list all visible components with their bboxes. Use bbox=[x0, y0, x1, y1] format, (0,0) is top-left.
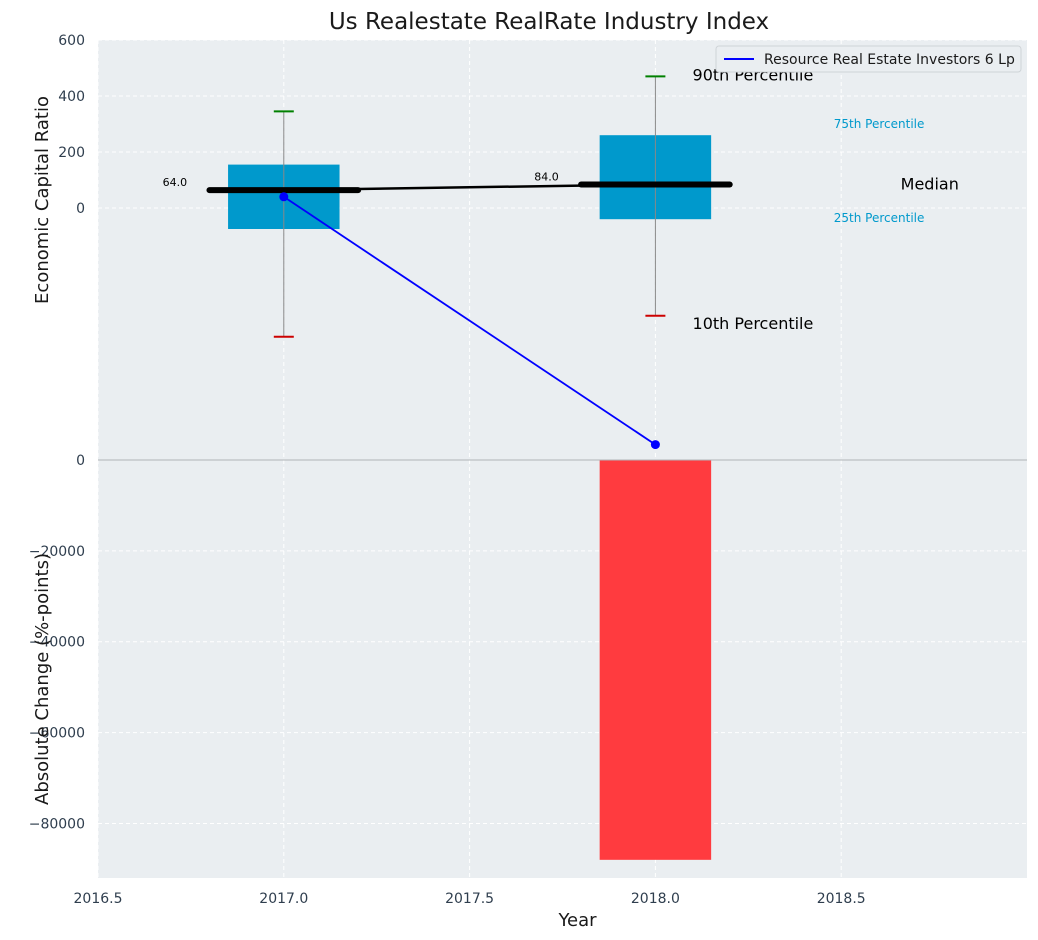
legend-label: Resource Real Estate Investors 6 Lp bbox=[764, 52, 1015, 68]
series-point bbox=[650, 440, 660, 450]
legend-box bbox=[715, 45, 1022, 73]
x-axis-label: Year bbox=[557, 910, 597, 931]
x-tick-label: 2017.0 bbox=[259, 891, 308, 907]
x-tick-label: 2018.5 bbox=[817, 891, 866, 907]
median-annotation: Median bbox=[901, 174, 959, 193]
bottom-gridlines bbox=[97, 460, 1027, 878]
bottom-y-tick-label: −20000 bbox=[29, 544, 85, 560]
top-y-axis-label: Economic Capital Ratio bbox=[32, 96, 53, 304]
bottom-y-tick-labels: 0 −20000 −40000 −60000 −80000 bbox=[29, 453, 85, 832]
p10-annotation: 10th Percentile bbox=[693, 314, 814, 333]
top-y-tick-label: 400 bbox=[58, 89, 85, 105]
top-plot-background bbox=[98, 40, 1027, 460]
median-trend-line bbox=[283, 183, 656, 192]
bottom-y-tick-label: −80000 bbox=[29, 816, 85, 832]
x-tick-label: 2018.0 bbox=[631, 891, 680, 907]
series-polyline bbox=[283, 196, 656, 446]
bar-group bbox=[98, 459, 1027, 860]
chart-title: Us Realestate RealRate Industry Index bbox=[329, 9, 769, 35]
top-y-tick-label: 600 bbox=[58, 33, 85, 49]
median-value-label: 64.0 bbox=[163, 176, 188, 189]
bottom-y-tick-label: 0 bbox=[76, 453, 85, 469]
bottom-y-tick-label: −60000 bbox=[29, 726, 85, 742]
p75-annotation: 75th Percentile bbox=[834, 117, 925, 131]
box-plots: 64.0 84.0 bbox=[163, 75, 733, 338]
series-line bbox=[279, 192, 660, 450]
bottom-panel: 0−20000−40000−60000−80000 2016.5 2017.0 20… bbox=[29, 453, 1027, 931]
x-tick-label: 2017.5 bbox=[445, 891, 494, 907]
p25-annotation: 25th Percentile bbox=[834, 211, 925, 225]
bottom-y-tick-label: −40000 bbox=[29, 635, 85, 651]
bottom-plot-background bbox=[98, 460, 1027, 878]
bottom-y-axis-label: Absolute Change (%-points) bbox=[32, 553, 53, 805]
change-bar bbox=[599, 460, 712, 860]
top-y-tick-labels: 0 200 400 600 bbox=[58, 33, 85, 217]
top-y-tick-label: 200 bbox=[58, 145, 85, 161]
median-value-label: 84.0 bbox=[534, 170, 559, 183]
x-tick-labels: 2016.5 2017.0 2017.5 2018.0 2018.5 bbox=[74, 891, 866, 907]
series-point bbox=[279, 192, 289, 202]
legend: Resource Real Estate Investors 6 Lp bbox=[715, 45, 1022, 73]
top-y-tick-label: 0 bbox=[76, 201, 85, 217]
x-tick-label: 2016.5 bbox=[74, 891, 123, 907]
